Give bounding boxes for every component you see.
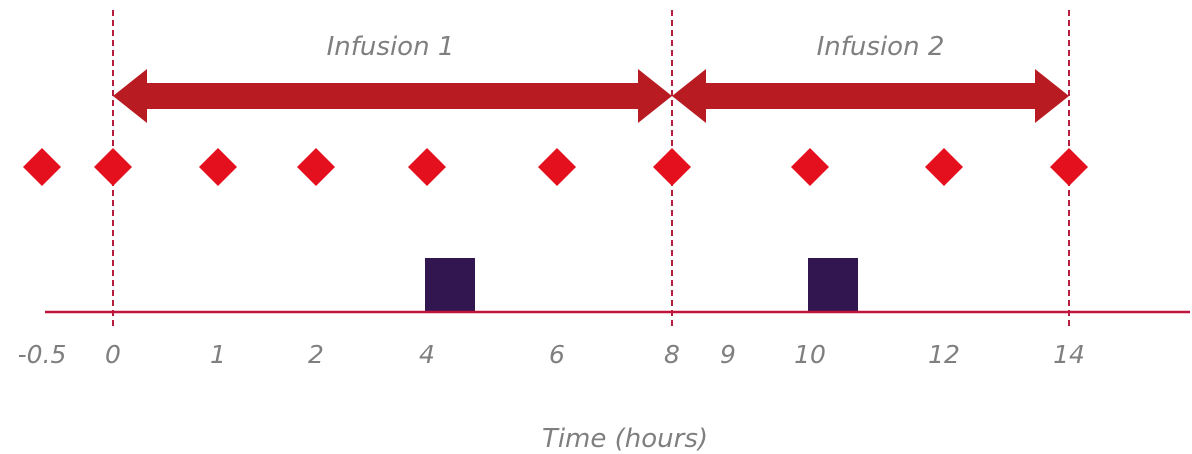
tick-label: 9 (720, 340, 736, 369)
tick-label: -0.5 (18, 340, 67, 369)
tick-label: 12 (928, 340, 960, 369)
sample-marker-diamond (408, 148, 446, 186)
sample-marker-diamond (925, 148, 963, 186)
infusion-1-label: Infusion 1 (327, 32, 455, 62)
sample-marker-diamond (791, 148, 829, 186)
sample-marker-diamond (297, 148, 335, 186)
sample-marker-diamond (23, 148, 61, 186)
tick-label: 4 (419, 340, 435, 369)
sample-marker-diamond (653, 148, 691, 186)
sample-markers (23, 148, 1088, 186)
sample-marker-diamond (1050, 148, 1088, 186)
sample-marker-diamond (94, 148, 132, 186)
infusion-2-arrow (672, 69, 1069, 123)
event-boxes (425, 258, 858, 312)
tick-labels: -0.5 0 1 2 4 6 8 9 10 12 14 (18, 340, 1085, 369)
tick-label: 8 (664, 340, 680, 369)
x-axis-title: Time (hours) (542, 424, 708, 454)
infusion-1-arrow (113, 69, 672, 123)
tick-label: 1 (210, 340, 226, 369)
tick-label: 6 (549, 340, 565, 369)
infusion-2-label: Infusion 2 (817, 32, 945, 62)
infusion-arrows (113, 69, 1069, 123)
tick-label: 2 (308, 340, 324, 369)
event-box-1 (425, 258, 475, 312)
tick-label: 10 (794, 340, 826, 369)
tick-label: 14 (1053, 340, 1085, 369)
infusion-labels: Infusion 1 Infusion 2 (327, 32, 945, 62)
tick-label: 0 (105, 340, 121, 369)
event-box-2 (808, 258, 858, 312)
sample-marker-diamond (538, 148, 576, 186)
sample-marker-diamond (199, 148, 237, 186)
